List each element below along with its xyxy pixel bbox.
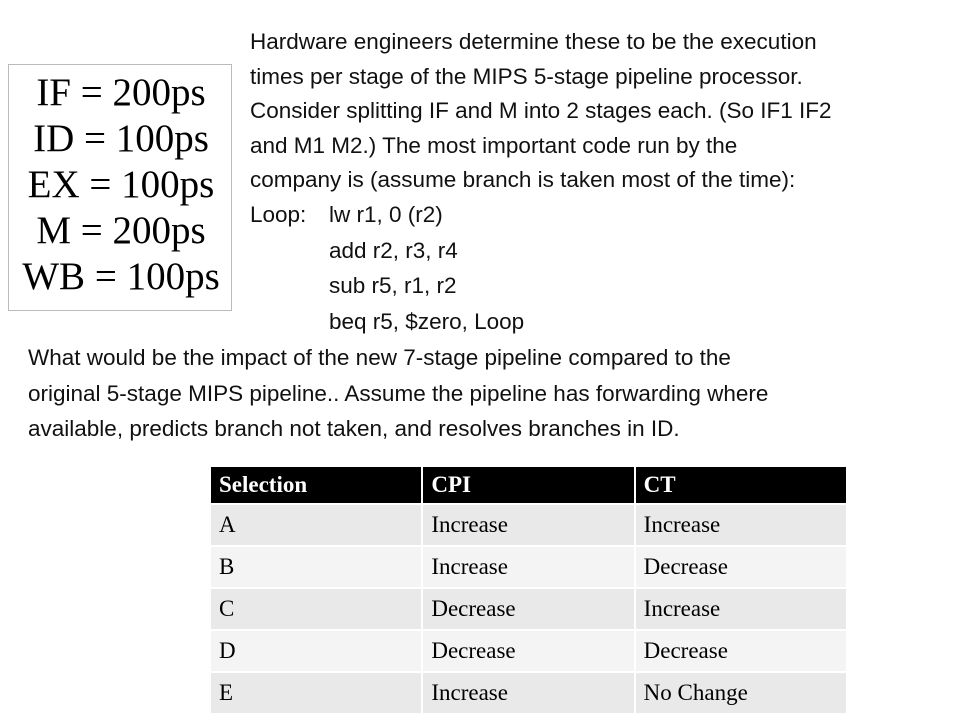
table-row: C Decrease Increase bbox=[208, 587, 849, 631]
question-line: What would be the impact of the new 7-st… bbox=[28, 345, 731, 370]
code-line: lw r1, 0 (r2) bbox=[329, 202, 443, 227]
header-cell: CPI bbox=[421, 465, 636, 505]
table-cell: Increase bbox=[421, 671, 636, 715]
intro-line: company is (assume branch is taken most … bbox=[250, 167, 796, 192]
table-cell: Decrease bbox=[633, 545, 849, 589]
table-cell: Decrease bbox=[633, 629, 849, 673]
header-cell: Selection bbox=[208, 465, 424, 505]
header-row: Selection CPI CT bbox=[208, 465, 849, 505]
stage-time: IF = 200ps bbox=[36, 71, 206, 114]
header-cell: CT bbox=[633, 465, 849, 505]
table-cell: D bbox=[208, 629, 424, 673]
stage-time: EX = 100ps bbox=[27, 163, 215, 206]
selection-table: Selection CPI CT A Increase Increase B Increase… bbox=[208, 465, 849, 715]
stage-box: IF = 200ps ID = 100ps EX = 100ps M = 200ps W… bbox=[8, 64, 232, 311]
code-line: beq r5, $zero, Loop bbox=[329, 309, 525, 335]
code-line: add r2, r3, r4 bbox=[329, 237, 458, 263]
stage-time: WB = 100ps bbox=[22, 255, 220, 298]
table-cell: B bbox=[208, 545, 424, 589]
intro-line: Consider splitting IF and M into 2 stage… bbox=[250, 98, 832, 123]
table-cell: No Change bbox=[633, 671, 849, 715]
code-label: Loop: bbox=[250, 202, 307, 227]
table-cell: Increase bbox=[421, 503, 636, 547]
table-row: A Increase Increase bbox=[208, 503, 849, 547]
intro-line: and M1 M2.) The most important code run … bbox=[250, 132, 738, 158]
table-row: D Decrease Decrease bbox=[208, 629, 849, 673]
code-line: sub r5, r1, r2 bbox=[329, 273, 457, 299]
table-cell: Decrease bbox=[421, 629, 636, 673]
table-cell: Increase bbox=[421, 545, 636, 589]
question-line: original 5-stage MIPS pipeline.. Assume … bbox=[28, 380, 769, 406]
table-row: E Increase No Change bbox=[208, 671, 849, 715]
intro-line: times per stage of the MIPS 5-stage pipe… bbox=[250, 63, 803, 89]
table-cell: Increase bbox=[633, 503, 849, 547]
table-cell: C bbox=[208, 587, 424, 631]
stage-time: M = 200ps bbox=[36, 209, 206, 252]
stage-time: ID = 100ps bbox=[33, 117, 209, 160]
table-cell: Decrease bbox=[421, 587, 636, 631]
question-line: available, predicts branch not taken, an… bbox=[28, 416, 680, 441]
table-cell: E bbox=[208, 671, 424, 715]
table-cell: Increase bbox=[633, 587, 849, 631]
intro-line: Hardware engineers determine these to be… bbox=[250, 29, 817, 54]
table-row: B Increase Decrease bbox=[208, 545, 849, 589]
table-cell: A bbox=[208, 503, 424, 547]
